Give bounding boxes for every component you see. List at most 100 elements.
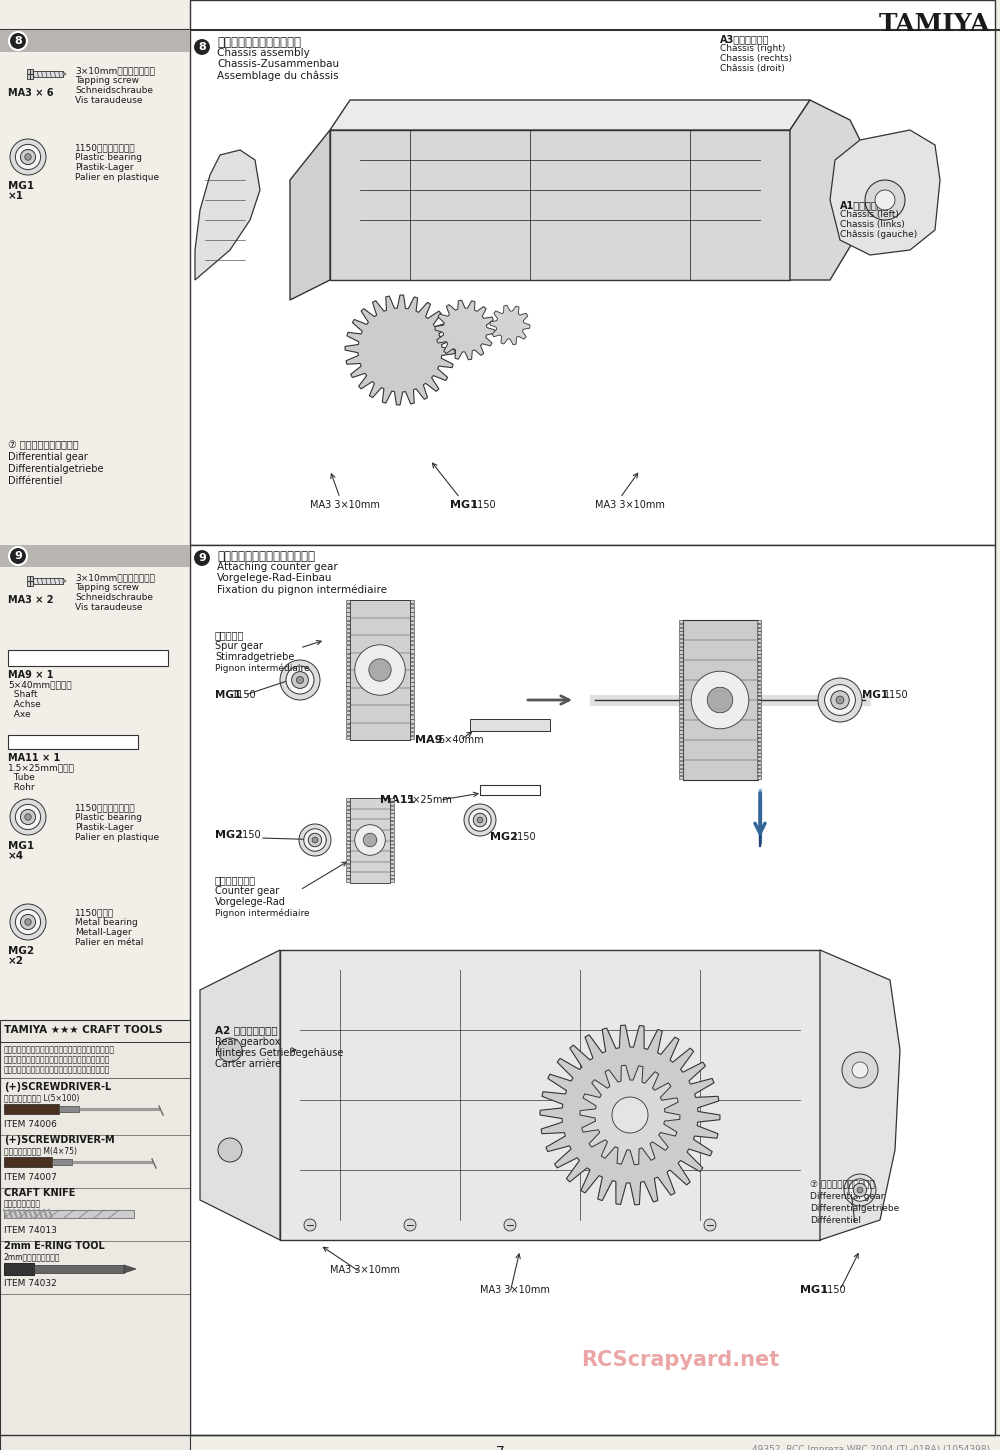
- Text: Tapping screw: Tapping screw: [75, 75, 139, 86]
- FancyBboxPatch shape: [8, 735, 138, 750]
- FancyBboxPatch shape: [0, 30, 190, 52]
- Polygon shape: [346, 666, 350, 670]
- Polygon shape: [346, 690, 350, 695]
- Text: 1.5×25mmパイプ: 1.5×25mmパイプ: [8, 763, 75, 771]
- Polygon shape: [346, 813, 350, 816]
- Polygon shape: [346, 625, 350, 628]
- Polygon shape: [679, 700, 683, 703]
- Circle shape: [831, 690, 849, 709]
- Text: Tube: Tube: [8, 773, 35, 782]
- Polygon shape: [346, 699, 350, 702]
- Polygon shape: [346, 728, 350, 731]
- Polygon shape: [679, 693, 683, 696]
- Circle shape: [20, 149, 36, 164]
- Text: MA9: MA9: [415, 735, 442, 745]
- Polygon shape: [390, 821, 394, 824]
- Polygon shape: [410, 695, 414, 697]
- Polygon shape: [679, 689, 683, 692]
- Polygon shape: [346, 605, 350, 608]
- Polygon shape: [346, 809, 350, 812]
- Text: Assemblage du châssis: Assemblage du châssis: [217, 70, 339, 81]
- Circle shape: [292, 671, 308, 689]
- Polygon shape: [346, 867, 350, 870]
- Text: MG1: MG1: [215, 690, 241, 700]
- Circle shape: [469, 809, 491, 831]
- Polygon shape: [679, 703, 683, 706]
- Polygon shape: [679, 639, 683, 642]
- Polygon shape: [390, 856, 394, 858]
- Text: Schneidschraube: Schneidschraube: [75, 86, 153, 96]
- Text: (+)SCREWDRIVER-L: (+)SCREWDRIVER-L: [4, 1082, 111, 1092]
- Polygon shape: [390, 841, 394, 844]
- Polygon shape: [346, 848, 350, 851]
- Polygon shape: [410, 645, 414, 648]
- Polygon shape: [679, 673, 683, 676]
- Polygon shape: [390, 860, 394, 863]
- Polygon shape: [410, 686, 414, 690]
- Polygon shape: [346, 853, 350, 855]
- Polygon shape: [757, 700, 761, 703]
- Text: Spur gear: Spur gear: [215, 641, 263, 651]
- Polygon shape: [346, 856, 350, 858]
- Polygon shape: [757, 658, 761, 661]
- Text: 8: 8: [198, 42, 206, 52]
- Text: 5×40mmシャフト: 5×40mmシャフト: [8, 680, 72, 689]
- Text: 49352  RCC Impreza WRC 2004 (TL-01RA) (1054398): 49352 RCC Impreza WRC 2004 (TL-01RA) (10…: [752, 1446, 990, 1450]
- Polygon shape: [346, 715, 350, 719]
- Polygon shape: [346, 719, 350, 722]
- Circle shape: [10, 903, 46, 940]
- Polygon shape: [679, 712, 683, 715]
- Polygon shape: [290, 130, 330, 300]
- Polygon shape: [679, 631, 683, 635]
- Polygon shape: [346, 879, 350, 882]
- Polygon shape: [410, 605, 414, 608]
- Circle shape: [10, 799, 46, 835]
- Text: Chassis (right): Chassis (right): [720, 44, 785, 54]
- Polygon shape: [410, 661, 414, 666]
- FancyBboxPatch shape: [8, 650, 168, 666]
- Polygon shape: [679, 658, 683, 661]
- Text: スパーギヤ: スパーギヤ: [215, 629, 244, 639]
- FancyBboxPatch shape: [33, 579, 63, 584]
- Circle shape: [464, 803, 496, 837]
- Polygon shape: [346, 608, 350, 612]
- FancyBboxPatch shape: [190, 0, 995, 545]
- Polygon shape: [410, 650, 414, 652]
- Polygon shape: [757, 745, 761, 748]
- Text: Plastik-Lager: Plastik-Lager: [75, 162, 134, 173]
- Circle shape: [25, 813, 31, 821]
- Text: Stimradgetriebe: Stimradgetriebe: [215, 652, 294, 663]
- Polygon shape: [346, 802, 350, 805]
- Polygon shape: [390, 864, 394, 867]
- Text: MA3 3×10mm: MA3 3×10mm: [480, 1285, 550, 1295]
- Text: ⑦ てくみたてたデフギヤ: ⑦ てくみたてたデフギヤ: [810, 1180, 875, 1189]
- Polygon shape: [346, 621, 350, 624]
- Text: Châssis (droit): Châssis (droit): [720, 64, 785, 72]
- Polygon shape: [346, 634, 350, 637]
- Polygon shape: [346, 650, 350, 652]
- Text: ITEM 74013: ITEM 74013: [4, 1227, 57, 1235]
- Text: Chassis (links): Chassis (links): [840, 220, 905, 229]
- Polygon shape: [410, 608, 414, 612]
- Polygon shape: [410, 612, 414, 616]
- Polygon shape: [410, 703, 414, 706]
- Text: MG1: MG1: [8, 181, 34, 191]
- Polygon shape: [410, 629, 414, 632]
- Text: Pignon intermédiaire: Pignon intermédiaire: [215, 908, 310, 918]
- FancyBboxPatch shape: [4, 1103, 59, 1114]
- Polygon shape: [346, 661, 350, 666]
- Polygon shape: [757, 661, 761, 666]
- FancyBboxPatch shape: [480, 784, 540, 795]
- FancyBboxPatch shape: [79, 1108, 159, 1111]
- Text: Counter gear: Counter gear: [215, 886, 279, 896]
- Polygon shape: [410, 654, 414, 657]
- Polygon shape: [757, 731, 761, 734]
- Polygon shape: [679, 621, 683, 624]
- Polygon shape: [200, 950, 280, 1240]
- Text: ITEM 74032: ITEM 74032: [4, 1279, 57, 1288]
- Polygon shape: [410, 616, 414, 619]
- Text: Pignon intermédiaire: Pignon intermédiaire: [215, 663, 310, 673]
- Text: MG1: MG1: [862, 690, 888, 700]
- Polygon shape: [757, 708, 761, 710]
- Polygon shape: [757, 682, 761, 684]
